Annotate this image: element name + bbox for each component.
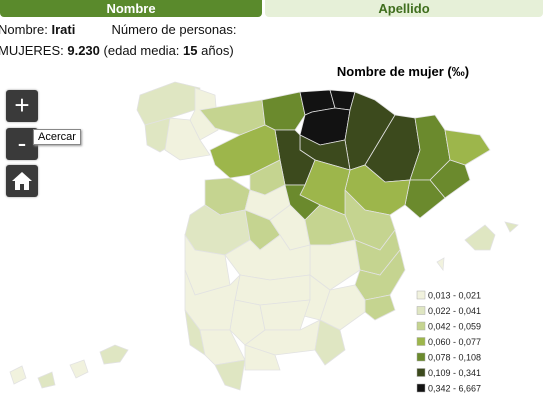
legend-label: 0,109 - 0,341 — [428, 368, 481, 378]
tab[interactable]: Apellido — [265, 0, 543, 17]
province[interactable] — [464, 224, 496, 251]
legend-label: 0,078 - 0,108 — [428, 353, 481, 363]
name: Irati — [51, 22, 76, 37]
legend-swatch — [416, 321, 426, 331]
legend-swatch — [416, 290, 426, 300]
province[interactable] — [261, 91, 306, 131]
home-button[interactable] — [6, 165, 38, 197]
province[interactable] — [99, 344, 129, 365]
province[interactable] — [244, 344, 281, 371]
legend-swatch — [416, 368, 426, 377]
info-line: Nombre: Irati Número de personas: — [0, 22, 236, 37]
tooltip: Acercar — [33, 129, 81, 145]
province[interactable] — [314, 319, 346, 366]
home-icon — [12, 172, 32, 190]
province[interactable] — [436, 257, 445, 272]
province[interactable] — [364, 294, 396, 321]
tab[interactable]: Nombre — [0, 0, 262, 17]
province[interactable] — [259, 299, 311, 331]
legend-label: 0,022 - 0,041 — [428, 306, 481, 316]
province[interactable] — [164, 117, 211, 161]
info-line: MUJERES: 9.230 (edad media: 15 años) — [0, 43, 234, 58]
zoom-out[interactable]: - — [6, 128, 38, 160]
province[interactable] — [429, 159, 471, 199]
legend-label: 0,342 - 6,667 — [428, 384, 481, 394]
province[interactable] — [37, 371, 56, 389]
province[interactable] — [504, 221, 519, 233]
label: MUJERES: — [0, 43, 64, 58]
legend-swatch — [416, 383, 426, 393]
legend-swatch — [416, 306, 426, 315]
label: (edad media: — [103, 43, 180, 58]
legend-label: 0,042 - 0,059 — [428, 322, 481, 332]
age: 15 — [183, 43, 198, 58]
legend-label: 0,013 - 0,021 — [428, 291, 481, 301]
province[interactable] — [444, 129, 491, 166]
label: años) — [201, 43, 234, 58]
map-title: Nombre de mujer (‰) — [337, 64, 469, 79]
legend-label: 0,060 - 0,077 — [428, 337, 481, 347]
legend-swatch — [416, 337, 426, 346]
label: Nombre: — [0, 22, 48, 37]
province[interactable] — [69, 359, 89, 379]
province[interactable] — [234, 274, 311, 306]
label: Número de personas: — [111, 22, 237, 37]
count: 9.230 — [67, 43, 100, 58]
zoom-in[interactable]: + — [6, 90, 38, 122]
province[interactable] — [214, 359, 246, 391]
province[interactable] — [136, 81, 201, 126]
province[interactable] — [404, 179, 446, 219]
province[interactable] — [9, 365, 27, 385]
legend-swatch — [416, 352, 426, 362]
